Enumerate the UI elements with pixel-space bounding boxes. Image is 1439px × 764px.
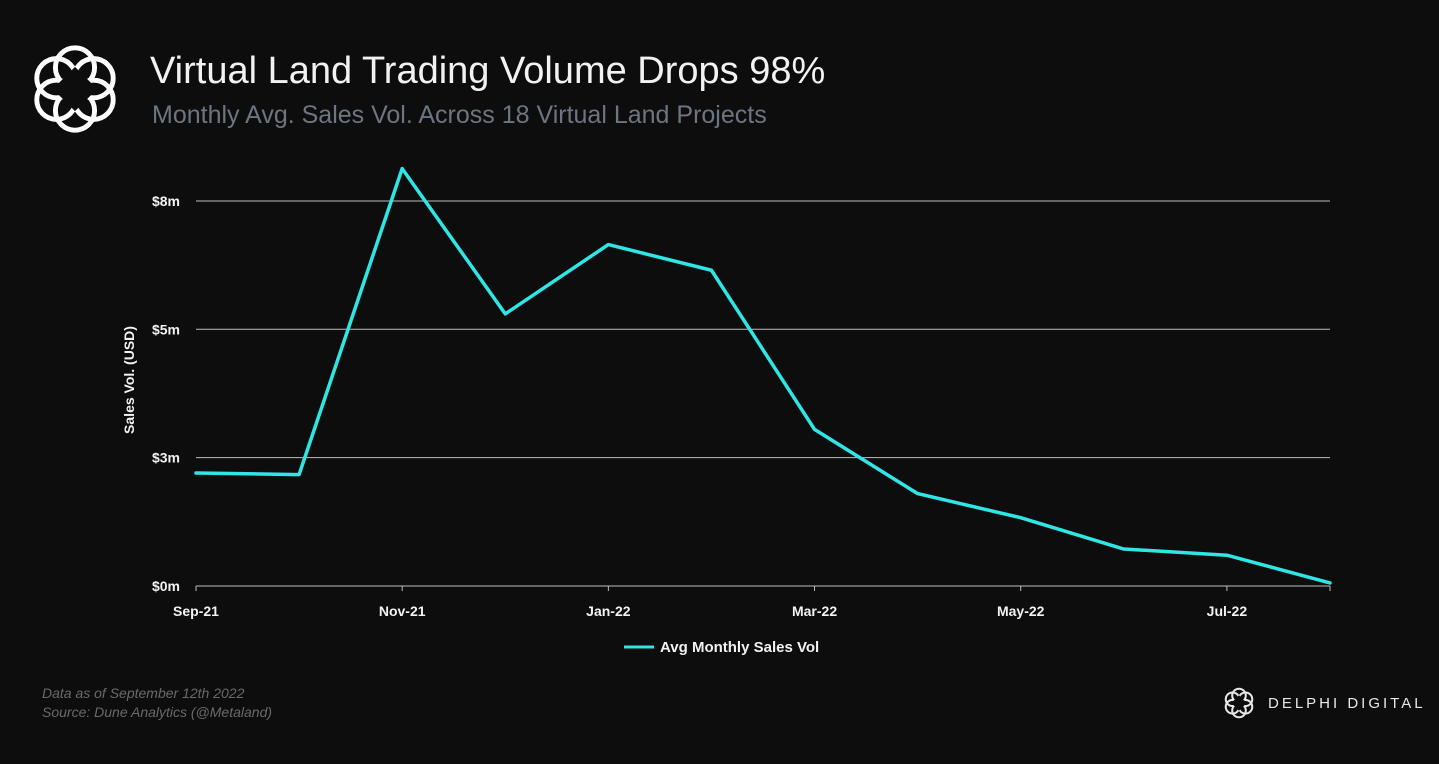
y-tick-label: $3m <box>152 450 180 466</box>
x-tick-label: Nov-21 <box>379 603 426 619</box>
x-tick-label: Jul-22 <box>1207 603 1248 619</box>
x-tick-label: May-22 <box>997 603 1045 619</box>
chart-title: Virtual Land Trading Volume Drops 98% <box>150 50 826 92</box>
y-tick-label: $5m <box>152 321 180 337</box>
delphi-flower-logo-icon <box>34 45 116 133</box>
x-tick-label: Sep-21 <box>173 603 219 619</box>
brand-signature: DELPHI DIGITAL <box>1222 686 1426 720</box>
delphi-small-logo-icon <box>1224 687 1254 719</box>
brand-name: DELPHI DIGITAL <box>1268 694 1426 712</box>
y-axis-label: Sales Vol. (USD) <box>121 326 137 434</box>
x-tick-label: Mar-22 <box>792 603 837 619</box>
series-line-avg-monthly-sales-vol <box>194 166 1332 585</box>
legend: Avg Monthly Sales Vol <box>624 639 819 656</box>
chart-subtitle: Monthly Avg. Sales Vol. Across 18 Virtua… <box>152 101 767 129</box>
y-tick-label: $0m <box>152 578 180 594</box>
gridlines <box>196 200 1330 459</box>
legend-label: Avg Monthly Sales Vol <box>660 639 819 656</box>
axes: $0m $3m $5m $8m Sep-21 Nov-21 Jan-22 Mar-22 May-… <box>152 193 1331 619</box>
source-note: Source: Dune Analytics (@Metaland) <box>42 704 273 720</box>
series-layer <box>194 166 1332 585</box>
x-tick-label: Jan-22 <box>586 603 631 619</box>
source-footnote: Data as of September 12th 2022 Source: D… <box>42 684 272 722</box>
data-date-note: Data as of September 12th 2022 <box>42 685 245 701</box>
y-tick-label: $8m <box>152 193 180 209</box>
